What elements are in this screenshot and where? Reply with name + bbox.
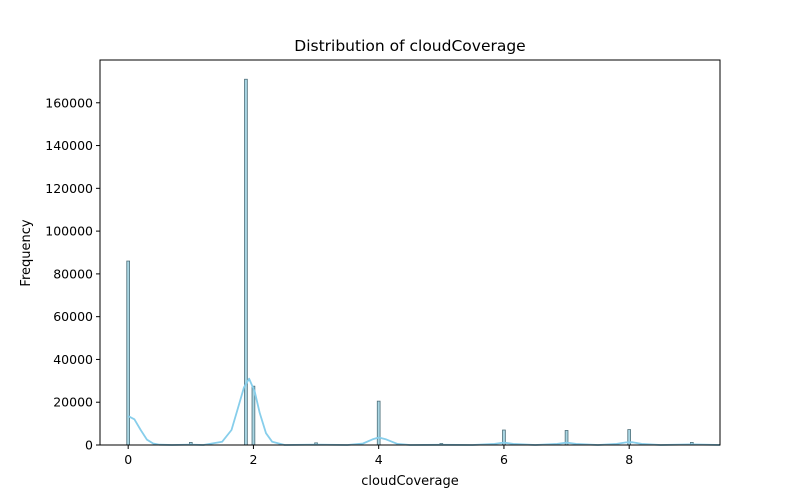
y-tick-label: 80000 xyxy=(53,266,93,281)
bars-layer xyxy=(126,78,694,446)
y-tick-label: 160000 xyxy=(45,95,93,110)
x-axis-label: cloudCoverage xyxy=(361,474,459,489)
y-tick-label: 60000 xyxy=(53,309,93,324)
x-tick-label: 8 xyxy=(625,452,633,467)
y-tick-label: 0 xyxy=(85,438,93,453)
y-tick-label: 120000 xyxy=(45,181,93,196)
y-tick-label: 100000 xyxy=(45,224,93,239)
histogram-bar-2 xyxy=(244,78,248,446)
x-tick-label: 0 xyxy=(124,452,132,467)
kde-curve xyxy=(127,377,721,446)
x-tick-label: 6 xyxy=(500,452,508,467)
plot-frame xyxy=(99,59,721,446)
histogram-bar-3 xyxy=(251,385,256,446)
y-tick-label: 40000 xyxy=(53,352,93,367)
x-tick-label: 2 xyxy=(249,452,257,467)
axes-layer: 0 2 4 6 8 0 20000 40000 60000 80000 100000 120000 14… xyxy=(45,59,721,467)
kde-layer xyxy=(127,377,721,446)
y-tick-label: 20000 xyxy=(53,395,93,410)
y-axis-label: Frequency xyxy=(19,219,34,286)
y-tick-label: 140000 xyxy=(45,138,93,153)
chart-title: Distribution of cloudCoverage xyxy=(294,37,525,55)
x-tick-label: 4 xyxy=(375,452,383,467)
